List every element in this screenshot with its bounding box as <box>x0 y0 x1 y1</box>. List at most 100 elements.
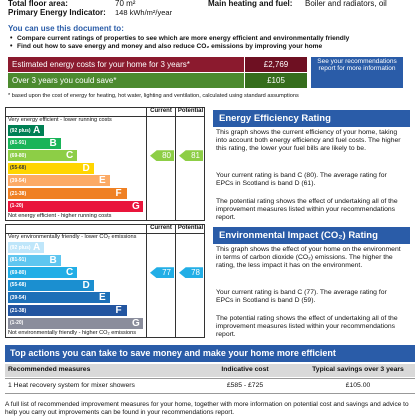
actions-footer: A full list of recommended improvement m… <box>5 401 409 416</box>
header-line <box>5 116 205 117</box>
report-link: See your recommendations report for more… <box>311 57 403 88</box>
bullet: Find out how to save energy and money an… <box>17 43 323 50</box>
band <box>8 200 143 212</box>
table-header <box>5 364 415 377</box>
rating-arrow: 78 <box>179 267 203 279</box>
band-range: (39-54) <box>10 177 27 184</box>
cost-value: £2,769 <box>245 57 307 72</box>
column-head: Potential <box>177 225 204 231</box>
column-line <box>175 224 176 338</box>
band <box>8 254 61 266</box>
bottom-label: Not environmentally friendly - higher CO… <box>8 330 137 336</box>
rating-arrow: 77 <box>150 267 174 279</box>
column-line <box>146 224 147 338</box>
band-range: (81-91) <box>10 140 27 147</box>
band-letter: C <box>66 267 74 279</box>
band-letter: G <box>132 200 140 212</box>
bottom-label: Not energy efficient - higher running co… <box>8 213 112 219</box>
rating-arrow: 81 <box>179 150 203 162</box>
column-head: Potential <box>177 108 204 114</box>
band-range: (92 plus) <box>10 127 31 134</box>
header-line <box>5 233 205 234</box>
column-title: Indicative cost <box>221 366 269 373</box>
band-letter: A <box>33 125 41 136</box>
band-range: (1-20) <box>10 320 24 327</box>
chart-frame <box>5 224 205 338</box>
band <box>8 242 44 253</box>
info-label: Primary Energy Indicator: <box>8 8 106 17</box>
intro-title: You can use this document to: <box>8 24 124 33</box>
band-letter: C <box>66 150 74 162</box>
band <box>8 305 127 316</box>
table-cell: £105.00 <box>345 382 371 389</box>
cost-label: Estimated energy costs for your home for… <box>12 60 190 69</box>
table-cell: £585 - £725 <box>226 382 264 389</box>
info-value: Boiler and radiators, oil <box>305 0 387 8</box>
info-value: 148 kWh/m²/year <box>115 8 173 17</box>
band <box>8 137 61 149</box>
paragraph: The potential rating shows the effect of… <box>216 198 398 222</box>
column-line <box>175 107 176 221</box>
band <box>8 267 77 279</box>
band <box>8 292 110 304</box>
cost-value: £105 <box>245 73 307 88</box>
band-range: (69-80) <box>10 152 27 159</box>
info-label: Main heating and fuel: <box>208 0 293 8</box>
band-letter: B <box>49 254 57 266</box>
band-letter: G <box>132 317 140 329</box>
band-range: (55-68) <box>10 282 27 289</box>
band-letter: D <box>82 162 90 174</box>
band-range: (92 plus) <box>10 244 31 251</box>
band <box>8 188 127 199</box>
band <box>8 125 44 136</box>
rating-heading: Environmental Impact (CO₂) Rating <box>213 227 410 244</box>
band-range: (21-38) <box>10 190 27 197</box>
column-title: Recommended measures <box>8 366 91 373</box>
chart-frame <box>5 107 205 221</box>
band <box>8 175 110 187</box>
band-range: (21-38) <box>10 307 27 314</box>
row-line <box>5 393 415 394</box>
band-letter: A <box>33 242 41 253</box>
band-letter: D <box>82 279 90 291</box>
band-letter: F <box>115 305 122 316</box>
band <box>8 279 94 291</box>
top-label: Very environmentally friendly - lower CO… <box>8 234 137 240</box>
cost-row <box>8 57 244 72</box>
paragraph: Your current rating is band C (77). The … <box>216 289 387 305</box>
band-range: (1-20) <box>10 203 24 210</box>
paragraph: Your current rating is band C (80). The … <box>216 172 387 188</box>
band-letter: E <box>99 292 106 304</box>
paragraph: This graph shows the current efficiency … <box>216 129 401 153</box>
cost-label: Over 3 years you could save* <box>12 76 117 85</box>
paragraph: This graph shows the effect of your home… <box>216 246 401 270</box>
row-line <box>5 378 415 379</box>
band-range: (81-91) <box>10 257 27 264</box>
band-range: (39-54) <box>10 294 27 301</box>
rating-arrow: 80 <box>150 150 174 162</box>
band-letter: B <box>49 137 57 149</box>
bullet-dot: • <box>10 43 13 50</box>
cost-note: * based upon the cost of energy for heat… <box>8 93 299 99</box>
column-head: Current <box>150 108 172 114</box>
band-letter: F <box>115 188 122 199</box>
band-letter: E <box>99 175 106 187</box>
band <box>8 150 77 162</box>
info-label: Total floor area: <box>8 0 68 8</box>
column-line <box>146 107 147 221</box>
table-cell: 1 Heat recovery system for mixer showers <box>8 382 135 389</box>
actions-heading: Top actions you can take to save money a… <box>5 345 415 362</box>
cost-row <box>8 73 244 88</box>
info-value: 70 m² <box>115 0 136 8</box>
bullet: Compare current ratings of properties to… <box>17 35 350 42</box>
band-range: (69-80) <box>10 269 27 276</box>
rating-heading: Energy Efficiency Rating <box>213 110 410 127</box>
column-title: Typical savings over 3 years <box>312 366 404 373</box>
band-range: (55-68) <box>10 165 27 172</box>
top-label: Very energy efficient - lower running co… <box>8 117 112 123</box>
paragraph: The potential rating shows the effect of… <box>216 315 398 339</box>
bullet-dot: • <box>10 35 13 42</box>
band <box>8 317 143 329</box>
column-head: Current <box>150 225 172 231</box>
